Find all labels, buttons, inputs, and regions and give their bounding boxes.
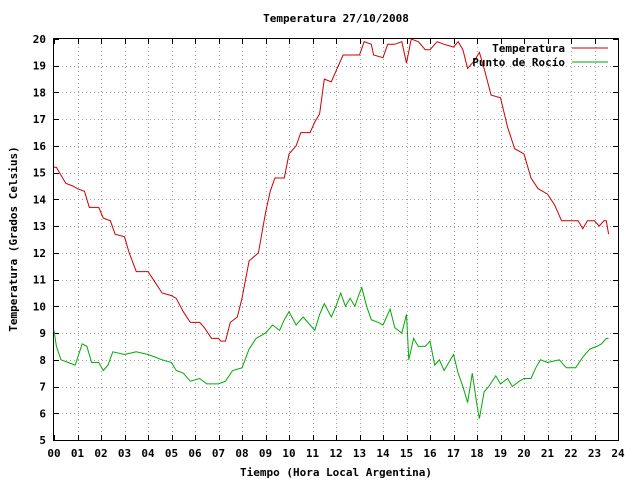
x-tick-label: 19 [494,447,507,460]
x-tick-label: 24 [611,447,625,460]
y-tick-label: 17 [33,113,46,126]
y-tick-label: 19 [33,60,46,73]
y-tick-label: 11 [33,274,47,287]
x-tick-label: 12 [329,447,342,460]
x-tick-label: 20 [517,447,530,460]
y-tick-label: 7 [39,381,46,394]
x-tick-label: 23 [588,447,601,460]
x-tick-label: 10 [282,447,295,460]
series-line-0 [54,38,610,342]
chart-title: Temperatura 27/10/2008 [263,12,409,25]
x-tick-label: 02 [94,447,107,460]
x-tick-label: 08 [235,447,248,460]
y-tick-label: 9 [39,327,46,340]
x-tick-label: 17 [447,447,460,460]
plot-area-frame [53,38,619,441]
y-tick-label: 5 [39,434,46,447]
x-tick-label: 00 [47,447,60,460]
y-tick-label: 14 [33,193,47,206]
y-tick-label: 8 [39,354,46,367]
x-tick-label: 15 [400,447,413,460]
y-tick-label: 16 [33,140,47,153]
grid-lines [54,39,618,440]
x-tick-label: 18 [470,447,483,460]
series-lines [53,38,610,419]
y-tick-label: 12 [33,247,46,260]
y-tick-label: 18 [33,86,46,99]
x-tick-label: 14 [376,447,390,460]
x-tick-label: 05 [165,447,178,460]
x-tick-label: 07 [212,447,225,460]
x-tick-label: 06 [188,447,202,460]
y-tick-label: 15 [33,167,46,180]
y-axis-label: Temperatura (Grados Celsius) [7,146,20,331]
series-line-1 [53,286,609,419]
y-tick-label: 10 [33,300,46,313]
x-axis: 00 01 02 03 04 05 06 07 08 09 10 11 12 13 14 15 16 17 18 19… [47,39,625,460]
y-tick-label: 6 [39,407,46,420]
x-tick-label: 11 [306,447,320,460]
x-tick-label: 13 [353,447,366,460]
legend-label: Temperatura [492,42,565,55]
x-tick-label: 21 [541,447,555,460]
x-axis-label: Tiempo (Hora Local Argentina) [240,466,432,479]
x-tick-label: 01 [71,447,85,460]
x-tick-label: 22 [564,447,577,460]
x-tick-label: 04 [141,447,155,460]
y-tick-label: 13 [33,220,46,233]
y-axis: 5 6 7 8 9 10 11 12 13 14 15 16 17 18 19 20 [33,33,618,447]
legend-label: Punto de Rocío [472,56,565,69]
x-tick-label: 03 [118,447,131,460]
x-tick-label: 16 [423,447,437,460]
x-tick-label: 09 [259,447,272,460]
y-tick-label: 20 [33,33,46,46]
